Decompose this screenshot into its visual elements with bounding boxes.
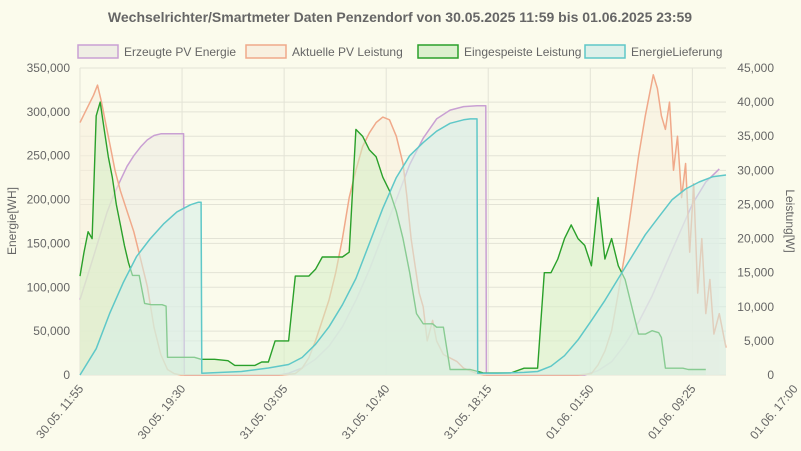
legend-item-3[interactable]: Eingespeiste Leistung bbox=[417, 44, 581, 59]
right-tick-label: 35,000 bbox=[737, 129, 774, 143]
right-tick-label: 20,000 bbox=[737, 232, 774, 246]
legend-label: Erzeugte PV Energie bbox=[124, 45, 236, 59]
left-tick-label: 100,000 bbox=[27, 280, 71, 294]
left-tick-label: 150,000 bbox=[27, 236, 71, 250]
right-tick-label: 30,000 bbox=[737, 163, 774, 177]
series-line bbox=[79, 118, 727, 376]
x-tick-label: 31.05. 03:05 bbox=[237, 382, 291, 442]
right-tick-label: 40,000 bbox=[737, 95, 774, 109]
x-axis-ticks: 30.05. 11:55 30.05. 19:30 31.05. 03:05 31.0… bbox=[33, 382, 801, 442]
legend-label: Eingespeiste Leistung bbox=[464, 45, 581, 59]
legend-swatch bbox=[245, 44, 287, 59]
left-tick-label: 300,000 bbox=[27, 105, 71, 119]
series-area bbox=[80, 118, 726, 376]
right-tick-label: 5,000 bbox=[744, 334, 774, 348]
legend-item-4[interactable]: EnergieLieferung bbox=[584, 44, 722, 59]
left-axis-ticks: 0 50,000 100,000 150,000 200,000 250,000 300,0… bbox=[27, 61, 71, 382]
right-tick-label: 25,000 bbox=[737, 197, 774, 211]
legend-label: EnergieLieferung bbox=[631, 45, 722, 59]
legend-swatch bbox=[584, 44, 626, 59]
legend[interactable]: Erzeugte PV Energie Aktuelle PV Leistung E… bbox=[77, 44, 722, 59]
x-tick-label: 01.06. 09:25 bbox=[645, 382, 699, 442]
legend-label: Aktuelle PV Leistung bbox=[292, 45, 403, 59]
x-tick-label: 30.05. 11:55 bbox=[33, 382, 86, 442]
legend-swatch bbox=[417, 44, 459, 59]
left-tick-label: 50,000 bbox=[33, 324, 70, 338]
x-tick-label: 01.06. 17:00 bbox=[747, 382, 801, 442]
chart-title: Wechselrichter/Smartmeter Daten Penzendo… bbox=[108, 9, 692, 25]
x-tick-label: 31.05. 10:40 bbox=[339, 382, 393, 442]
right-tick-label: 45,000 bbox=[737, 61, 774, 75]
legend-item-2[interactable]: Aktuelle PV Leistung bbox=[245, 44, 403, 59]
right-axis-ticks: 0 5,000 10,000 15,000 20,000 25,000 30,000 35,0… bbox=[737, 61, 774, 382]
right-tick-label: 10,000 bbox=[737, 300, 774, 314]
x-tick-label: 30.05. 19:30 bbox=[135, 382, 189, 442]
left-axis-label: Energie[WH] bbox=[5, 187, 19, 255]
legend-item-1[interactable]: Erzeugte PV Energie bbox=[77, 44, 236, 59]
right-tick-label: 15,000 bbox=[737, 266, 774, 280]
left-tick-label: 350,000 bbox=[27, 61, 71, 75]
x-tick-label: 31.05. 18:15 bbox=[441, 382, 495, 442]
left-tick-label: 250,000 bbox=[27, 149, 71, 163]
series-layer bbox=[79, 74, 727, 376]
right-axis-label: Leistung[W] bbox=[783, 189, 797, 252]
legend-swatch bbox=[77, 44, 119, 59]
right-tick-label: 0 bbox=[767, 368, 774, 382]
series-4 bbox=[79, 118, 727, 376]
left-tick-label: 200,000 bbox=[27, 193, 71, 207]
left-tick-label: 0 bbox=[63, 368, 70, 382]
x-tick-label: 01.06. 01:50 bbox=[543, 382, 597, 442]
